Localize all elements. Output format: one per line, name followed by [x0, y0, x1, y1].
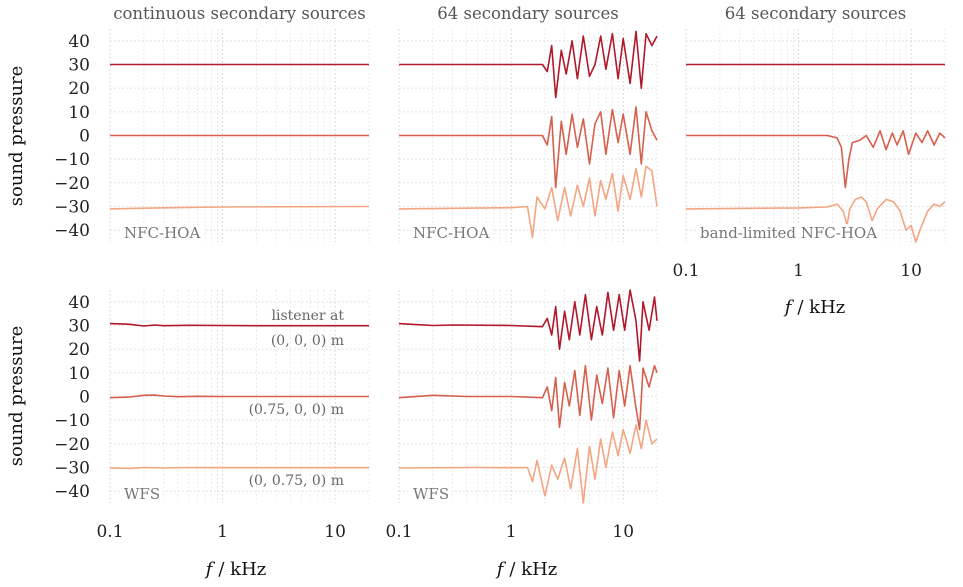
annotation-listener-3: (0, 0.75, 0) m [249, 473, 344, 489]
y-tick-label: 40 [68, 32, 90, 52]
series-line-3 [398, 165, 658, 239]
xlabel-panel-4: f / kHz [204, 559, 267, 580]
panel-title: 64 secondary sources [437, 4, 619, 23]
x-tick-label: 1 [793, 261, 804, 281]
series-line-1 [399, 30, 658, 99]
y-tick-label: −30 [54, 459, 90, 479]
panel-wfs-continuous: 40 30 20 10 0 −10 −20 −30 −40 0.1 1 10 WFS [54, 290, 370, 542]
x-tick-label: 1 [506, 522, 517, 542]
series-line-1 [398, 289, 658, 362]
method-tag-background [121, 224, 204, 242]
method-tag: NFC-HOA [413, 224, 489, 242]
series-line-2 [109, 394, 369, 399]
annotation-header: listener at [272, 308, 345, 324]
method-tag: NFC-HOA [124, 224, 200, 242]
series-line-3 [109, 466, 369, 470]
x-tick-label: 10 [900, 261, 922, 281]
method-tag: band-limited NFC-HOA [700, 224, 877, 242]
y-tick-label: −30 [54, 198, 90, 218]
y-tick-label: 40 [68, 293, 90, 313]
method-tag: WFS [413, 485, 449, 503]
method-tag-background [121, 485, 164, 503]
y-tick-label: −40 [54, 482, 90, 502]
x-tick-label: 0.1 [385, 522, 412, 542]
y-tick-label: 30 [68, 56, 90, 76]
series-line-2 [399, 106, 658, 189]
y-tick-label: −20 [54, 435, 90, 455]
xlabel-unit: / kHz [218, 559, 266, 580]
series-line-3 [685, 196, 946, 243]
y-tick-label: −20 [54, 174, 90, 194]
y-tick-label: 30 [68, 317, 90, 337]
method-tag-background [697, 224, 881, 242]
panel-title: continuous secondary sources [113, 4, 366, 23]
x-tick-label: 0.1 [96, 522, 123, 542]
xlabel-panel-5: f / kHz [495, 559, 558, 580]
series-line-2 [686, 130, 946, 189]
x-tick-label: 1 [217, 522, 228, 542]
annotation-listener-1: (0, 0, 0) m [271, 333, 344, 349]
y-tick-label: −40 [54, 221, 90, 241]
y-tick-label: 0 [79, 388, 90, 408]
xlabel-unit: / kHz [797, 297, 845, 318]
y-tick-label: −10 [54, 411, 90, 431]
method-tag-background [410, 224, 493, 242]
y-tick-label: −10 [54, 150, 90, 170]
xlabel-var: f [783, 297, 795, 318]
y-tick-label: 20 [68, 79, 90, 99]
series-line-1 [109, 322, 369, 327]
method-tag: WFS [124, 485, 160, 503]
x-tick-label: 10 [324, 522, 346, 542]
y-tick-label: 10 [68, 364, 90, 384]
panel-title: 64 secondary sources [725, 4, 907, 23]
y-tick-label: 10 [68, 103, 90, 123]
xlabel-var: f [204, 559, 216, 580]
xlabel-unit: / kHz [509, 559, 557, 580]
ylabel-top: sound pressure [6, 66, 27, 207]
panel-nfchoa-continuous: continuous secondary sources 40 30 20 10 0 −10… [54, 4, 370, 242]
series-line-3 [398, 419, 658, 504]
panel-nfchoa-64: 64 secondary sources NFC-HOA [398, 4, 658, 242]
x-tick-label: 10 [612, 522, 634, 542]
panel-wfs-64: 0.1 1 10 WFS [385, 289, 658, 542]
annotation-listener-2: (0.75, 0, 0) m [249, 402, 344, 418]
xlabel-panel-3: f / kHz [783, 297, 846, 318]
ylabel-bottom: sound pressure [6, 326, 27, 467]
series-line-2 [398, 364, 658, 431]
xlabel-var: f [495, 559, 507, 580]
method-tag-background [410, 485, 453, 503]
series-line-3 [109, 205, 370, 210]
x-tick-label: 0.1 [672, 261, 699, 281]
y-tick-label: 0 [79, 127, 90, 147]
panel-bandlimited-64: 64 secondary sources 0.1 1 10 band-limited N… [672, 4, 946, 281]
y-tick-label: 20 [68, 340, 90, 360]
